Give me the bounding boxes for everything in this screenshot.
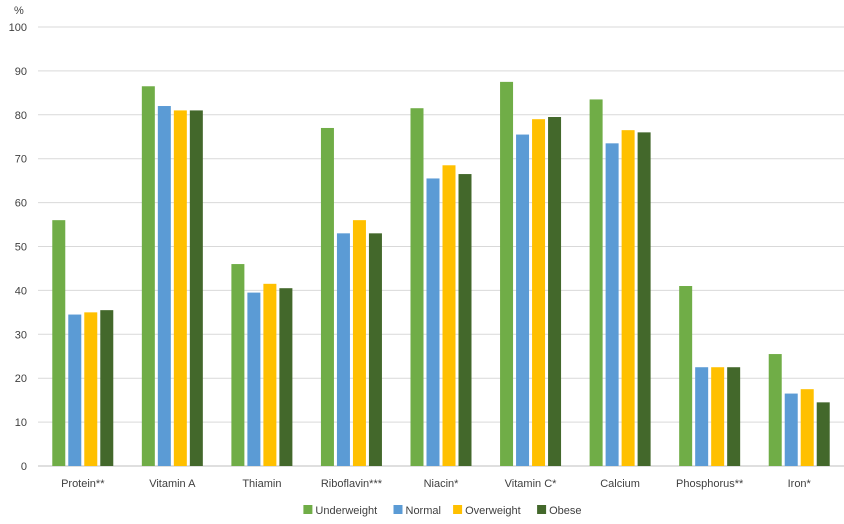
y-tick-label: 40 <box>15 285 27 297</box>
y-tick-label: 0 <box>21 461 27 473</box>
y-tick-label: 100 <box>9 22 27 34</box>
bar-normal-5 <box>516 134 530 466</box>
y-axis-unit-label: % <box>14 5 24 17</box>
bar-normal-4 <box>426 178 440 466</box>
bar-obese-7 <box>727 367 741 466</box>
bar-normal-6 <box>605 143 619 466</box>
bar-overweight-0 <box>84 312 98 466</box>
gridlines <box>38 26 844 467</box>
bar-underweight-3 <box>320 127 334 466</box>
bar-underweight-6 <box>589 99 603 466</box>
bar-obese-3 <box>368 233 382 466</box>
bar-normal-8 <box>784 393 798 466</box>
x-tick-label: Niacin* <box>424 478 460 490</box>
y-tick-label: 50 <box>15 242 27 254</box>
legend-label-obese: Obese <box>549 505 581 517</box>
legend-label-overweight: Overweight <box>465 505 521 517</box>
bar-underweight-5 <box>500 81 514 466</box>
legend-swatch-overweight <box>453 505 463 514</box>
x-tick-label: Thiamin <box>242 478 281 490</box>
bar-obese-1 <box>189 110 203 466</box>
bar-obese-4 <box>458 174 472 466</box>
bar-overweight-6 <box>621 130 635 467</box>
bar-underweight-4 <box>410 108 424 466</box>
x-tick-label: Riboflavin*** <box>321 478 383 490</box>
y-tick-label: 70 <box>15 154 27 166</box>
bar-overweight-2 <box>263 283 277 466</box>
bar-obese-2 <box>279 288 293 466</box>
legend-swatch-normal <box>393 505 403 514</box>
bar-overweight-8 <box>800 389 814 466</box>
y-axis-ticks: 0 10 20 30 40 50 60 70 80 90 100 <box>9 22 27 473</box>
bar-underweight-0 <box>52 220 66 466</box>
x-tick-label: Calcium <box>600 478 640 490</box>
bar-normal-3 <box>336 233 350 466</box>
x-tick-label: Protein** <box>61 478 105 490</box>
legend: Underweight Normal Overweight Obese <box>303 505 582 517</box>
y-tick-label: 80 <box>15 110 27 122</box>
bar-overweight-7 <box>711 367 725 466</box>
bar-normal-7 <box>695 367 709 466</box>
x-tick-label: Phosphorus** <box>676 478 744 490</box>
y-tick-label: 30 <box>15 329 27 341</box>
x-tick-label: Iron* <box>788 478 812 490</box>
legend-label-underweight: Underweight <box>315 505 377 517</box>
y-tick-label: 20 <box>15 373 27 385</box>
bar-obese-0 <box>100 310 114 466</box>
bar-underweight-2 <box>231 264 245 466</box>
bar-obese-5 <box>548 116 562 467</box>
bar-underweight-7 <box>679 286 693 466</box>
legend-label-normal: Normal <box>406 505 441 517</box>
bar-overweight-3 <box>352 220 366 466</box>
bar-overweight-4 <box>442 165 456 466</box>
bar-normal-0 <box>68 314 82 466</box>
bar-obese-6 <box>637 132 651 467</box>
x-axis-labels: Protein** Vitamin A Thiamin Riboflavin*** Ni… <box>61 478 811 490</box>
bar-overweight-5 <box>532 119 546 466</box>
bar-normal-1 <box>157 106 171 467</box>
y-tick-label: 60 <box>15 198 27 210</box>
bar-underweight-8 <box>768 354 782 466</box>
y-tick-label: 90 <box>15 66 27 78</box>
legend-swatch-obese <box>537 505 547 514</box>
legend-swatch-underweight <box>303 505 313 514</box>
bars <box>52 81 830 467</box>
y-tick-label: 10 <box>15 417 27 429</box>
bar-overweight-1 <box>173 110 187 466</box>
x-tick-label: Vitamin C* <box>505 478 557 490</box>
bar-underweight-1 <box>141 86 155 466</box>
x-tick-label: Vitamin A <box>149 478 196 490</box>
bar-obese-8 <box>816 402 830 466</box>
bar-normal-2 <box>247 292 261 466</box>
